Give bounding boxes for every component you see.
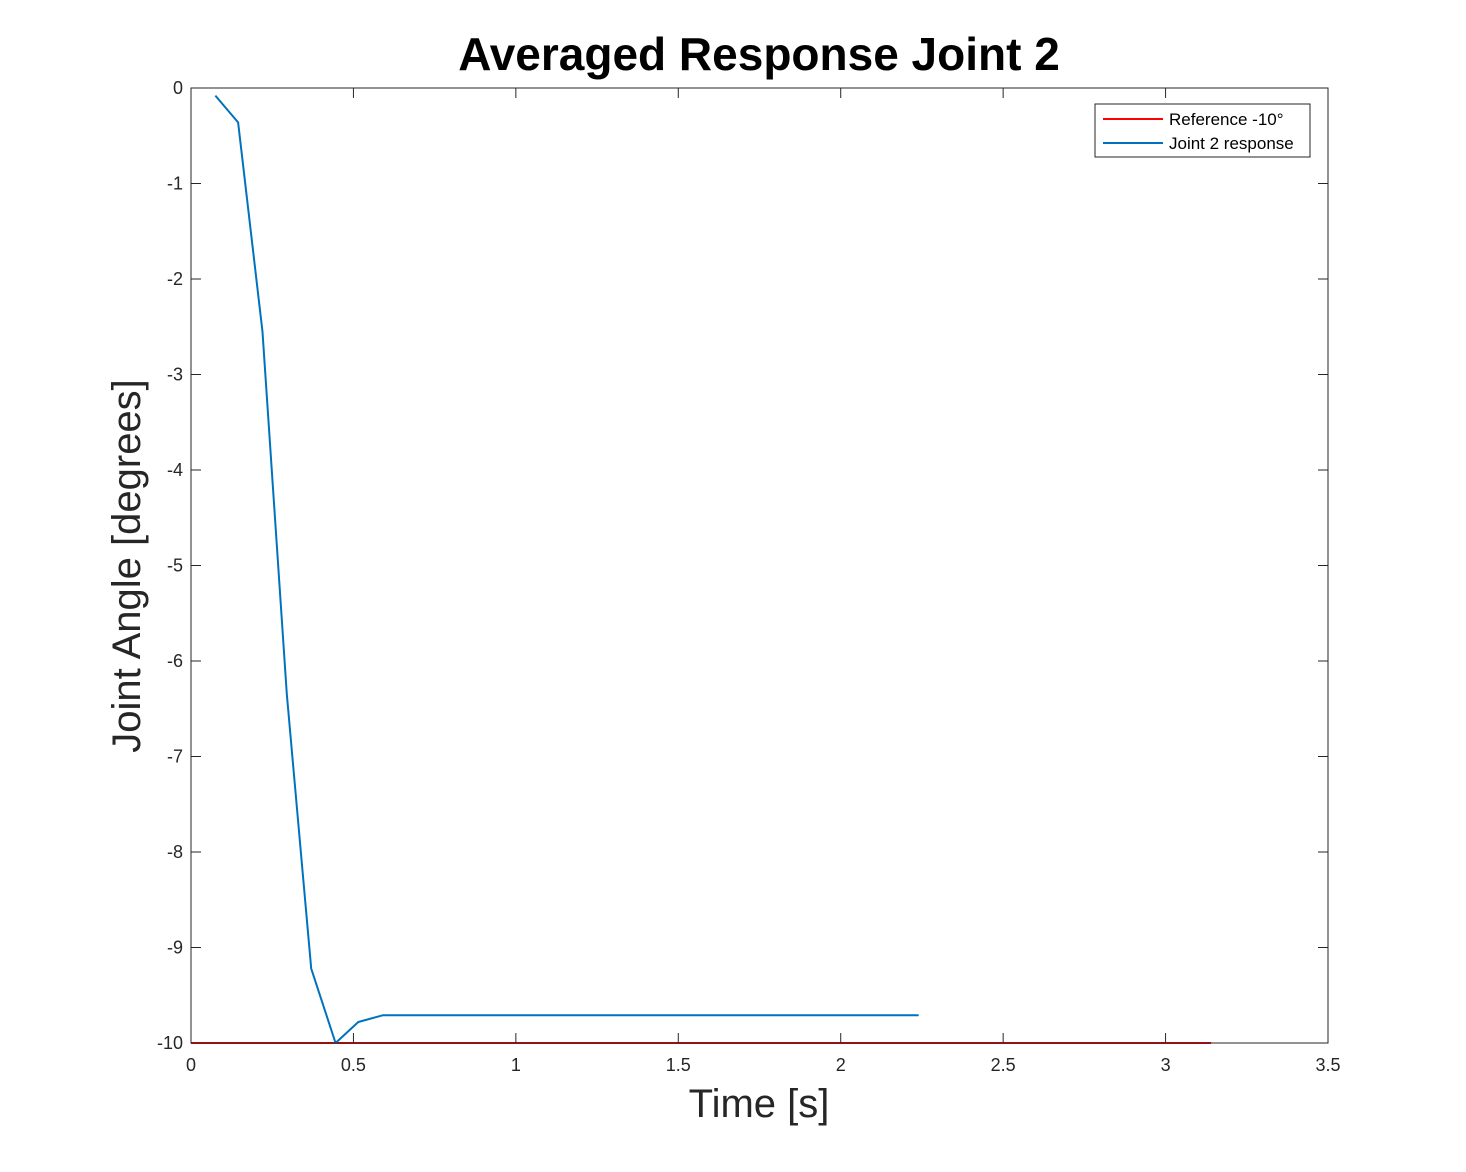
legend-label-joint2: Joint 2 response bbox=[1169, 134, 1294, 153]
x-tick-label: 1 bbox=[511, 1055, 521, 1075]
chart-title: Averaged Response Joint 2 bbox=[458, 28, 1060, 80]
y-tick-label: -9 bbox=[167, 938, 183, 958]
y-tick-label: -7 bbox=[167, 747, 183, 767]
x-tick-label: 3 bbox=[1161, 1055, 1171, 1075]
y-tick-label: -8 bbox=[167, 842, 183, 862]
legend-label-reference: Reference -10° bbox=[1169, 110, 1284, 129]
y-tick-label: -10 bbox=[157, 1033, 183, 1053]
y-tick-label: 0 bbox=[173, 78, 183, 98]
axes-background bbox=[191, 88, 1328, 1043]
x-tick-label: 0 bbox=[186, 1055, 196, 1075]
x-axis-label: Time [s] bbox=[689, 1082, 830, 1126]
x-tick-label: 0.5 bbox=[341, 1055, 366, 1075]
y-tick-label: -6 bbox=[167, 651, 183, 671]
y-tick-label: -3 bbox=[167, 365, 183, 385]
x-tick-label: 2.5 bbox=[991, 1055, 1016, 1075]
x-tick-label: 1.5 bbox=[666, 1055, 691, 1075]
axes-box bbox=[190, 87, 1329, 1044]
x-tick-label: 3.5 bbox=[1315, 1055, 1340, 1075]
y-axis-label: Joint Angle [degrees] bbox=[105, 379, 149, 753]
joint2-response-line bbox=[214, 94, 919, 1044]
y-tick-label: -5 bbox=[167, 556, 183, 576]
legend-box bbox=[1094, 103, 1311, 158]
ticks-layer: 0 0.5 1 1.5 2 2.5 3 3.5 0 -1 -2 -3 -4 -5 -6 -7 -8 -9 -10 bbox=[157, 78, 1341, 1075]
y-tick-label: -4 bbox=[167, 460, 183, 480]
x-tick-label: 2 bbox=[836, 1055, 846, 1075]
y-tick-label: -2 bbox=[167, 269, 183, 289]
legend: Reference -10° Joint 2 response bbox=[1094, 103, 1311, 158]
plot-area bbox=[191, 88, 1328, 1043]
y-tick-label: -1 bbox=[167, 174, 183, 194]
